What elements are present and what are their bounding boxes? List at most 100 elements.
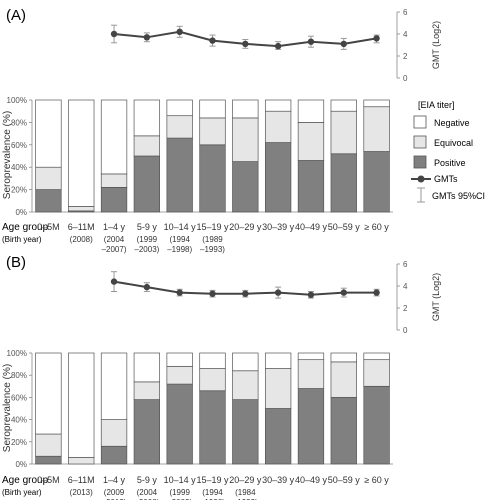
panel-a-age-group-label: Age group — [2, 222, 49, 233]
panel-b-gmt: 0 2 4 6 — [110, 260, 408, 335]
panel-a-bar-positive — [199, 144, 226, 213]
panel-b-bar-positive — [264, 408, 292, 465]
panel-a-line-ytick-label: 4 — [403, 30, 408, 39]
panel-b-birth-year: (2013) — [70, 488, 93, 497]
panel-b-category-label: 5-9 y — [137, 475, 158, 485]
panel-b-bar-equivocal — [35, 433, 62, 457]
panel-a-category-label: 1–4 y — [103, 222, 126, 232]
panel-b-bar-negative — [264, 352, 292, 369]
panel-a-bar-ytick-label: 40% — [11, 163, 27, 172]
panel-b-gmt-point — [209, 290, 216, 297]
panel-b-line-ylabel: GMT (Log2) — [431, 273, 441, 321]
legend-title: [EIA titer] — [418, 100, 455, 110]
panel-a-line-ytick-label: 0 — [403, 74, 408, 83]
panel-a-bar-negative — [330, 99, 357, 112]
panel-a-birth-year: (1999 — [137, 235, 158, 244]
panel-b-line-ytick-label: 2 — [403, 304, 408, 313]
panel-a-birth-year: (1989 — [202, 235, 223, 244]
panel-a-bars: 0% 20% 40% 60% 80% 100% 0–5M 6–11M (2008) 1–4 y (2… — [7, 96, 393, 254]
panel-b-bar-equivocal — [199, 368, 226, 392]
panel-b-bar-equivocal — [68, 456, 95, 465]
panel-a-bar-positive — [330, 153, 357, 213]
panel-a-line-ytick-label: 6 — [403, 8, 408, 17]
panel-a-bar-ytick-label: 0% — [15, 208, 27, 217]
panel-a-gmt-point — [176, 28, 183, 35]
panel-a-gmt-point — [340, 40, 347, 48]
panel-a-bar-equivocal — [166, 115, 193, 139]
panel-a-bar-negative — [35, 99, 62, 168]
panel-a-bar-negative — [232, 99, 259, 119]
panel-b-bar-negative — [166, 352, 193, 367]
panel-b-bar-ytick-label: 0% — [15, 460, 27, 469]
panel-a-bar-negative — [68, 99, 95, 207]
panel-a-bar-positive — [297, 160, 325, 213]
panel-a-gmt-point — [373, 35, 380, 42]
legend-ci-label: GMTs 95%CI — [432, 191, 485, 201]
panel-b-bar-ytick-label: 80% — [11, 371, 27, 380]
panel-b-birth-year: (1994 — [202, 488, 223, 497]
panel-b-birth-year: (2004 — [137, 488, 158, 497]
panel-b-line-ytick-label: 6 — [403, 260, 408, 269]
panel-a-bar-equivocal — [133, 135, 161, 157]
panel-a-category-label: 15–19 y — [196, 222, 229, 232]
panel-b-bar-equivocal — [297, 359, 325, 389]
panel-a-category-label: 40–49 y — [295, 222, 328, 232]
panel-b-bar-equivocal — [166, 365, 193, 385]
panel-b-bar-ytick-label: 20% — [11, 438, 27, 447]
legend-gmt-label: GMTs — [434, 174, 458, 184]
panel-a-bar-equivocal — [35, 166, 62, 190]
panel-b-gmt-point — [274, 289, 282, 296]
panel-b-bar-positive — [35, 455, 62, 465]
panel-a-bar-positive — [264, 142, 292, 213]
panel-a-label: (A) — [6, 7, 26, 24]
legend-equivocal-swatch — [413, 135, 427, 149]
legend-gmt-marker — [417, 175, 425, 183]
panel-a-bar-ylabel: Seroprevalence (%) — [2, 111, 13, 199]
panel-b-bar-negative — [100, 352, 128, 420]
panel-a-bar-negative — [363, 99, 390, 108]
panel-b-category-label: 40–49 y — [295, 475, 328, 485]
panel-b-bar-ytick-label: 40% — [11, 416, 27, 425]
panel-b-bar-ytick-label: 60% — [11, 393, 27, 402]
panel-b-birth-year-label: (Birth year) — [2, 488, 42, 497]
panel-a-bar-equivocal — [363, 106, 390, 152]
panel-a-line-ytick-label: 2 — [403, 52, 408, 61]
panel-b-bar-negative — [199, 352, 226, 369]
panel-a-bar-negative — [133, 99, 161, 137]
panel-b-bar-negative — [68, 352, 95, 458]
panel-a-gmt-point — [209, 37, 216, 44]
panel-b-bar-positive — [297, 388, 325, 465]
panel-a-birth-year: –2007) — [102, 245, 127, 254]
panel-a-bar-positive — [232, 161, 259, 213]
legend-equivocal-label: Equivocal — [434, 138, 473, 148]
legend-positive-label: Positive — [434, 158, 466, 168]
panel-b: (B) GMT (Log2) Seroprevalence (%) Age gr… — [2, 254, 441, 500]
panel-b-bar-negative — [297, 352, 325, 361]
panel-b-bar-positive — [363, 385, 390, 465]
panel-b-bar-negative — [35, 352, 62, 435]
panel-b-gmt-point — [242, 290, 249, 297]
panel-b-category-label: 6–11M — [68, 475, 95, 485]
panel-a-birth-year: (1994 — [169, 235, 190, 244]
panel-b-gmt-point — [307, 291, 315, 298]
panel-b-birth-year: –1993) — [233, 498, 258, 500]
panel-b-gmt-point — [340, 289, 347, 296]
panel-a-bar-negative — [264, 99, 292, 112]
panel-b-line-ytick-label: 4 — [403, 282, 408, 291]
panel-a-bar-ytick-label: 80% — [11, 118, 27, 127]
panel-b-birth-year: –2012) — [102, 498, 127, 500]
panel-a-birth-year-label: (Birth year) — [2, 235, 42, 244]
panel-a-category-label: 20–29 y — [229, 222, 262, 232]
legend: [EIA titer] Negative Equivocal Positive … — [411, 100, 485, 203]
panel-b-gmt-point — [176, 289, 183, 296]
panel-b-birth-year: –1998) — [200, 498, 225, 500]
panel-b-bar-equivocal — [133, 381, 161, 400]
panel-a-gmt-point — [307, 38, 315, 45]
panel-b-bar-equivocal — [264, 368, 292, 409]
panel-b-category-label: 10–14 y — [164, 475, 197, 485]
panel-b-gmt-point — [143, 283, 151, 291]
panel-b-birth-year: (2009 — [104, 488, 125, 497]
panel-a-gmt-point — [110, 30, 118, 38]
panel-b-birth-year: –2008) — [134, 498, 159, 500]
panel-a-bar-ytick-label: 100% — [7, 96, 27, 105]
